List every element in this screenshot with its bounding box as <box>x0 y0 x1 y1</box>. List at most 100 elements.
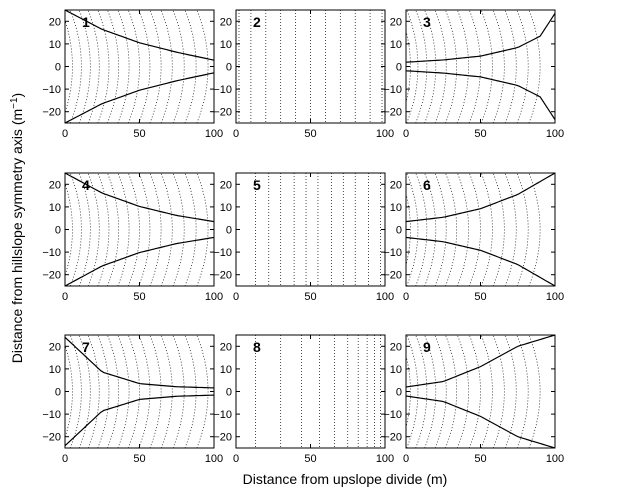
y-tick-label: 10 <box>49 364 61 376</box>
y-tick-label: 10 <box>390 364 402 376</box>
contour-line-5 <box>434 335 447 448</box>
x-tick-label: 50 <box>304 291 316 303</box>
y-axis-label-close: ) <box>9 93 25 98</box>
y-tick-label: 20 <box>390 341 402 353</box>
contour-line-6 <box>107 335 119 448</box>
contour-line-1 <box>65 182 73 277</box>
x-tick-label: 0 <box>62 453 68 465</box>
boundary-upper <box>65 10 214 61</box>
x-tick-label: 0 <box>233 453 239 465</box>
contour-line-12 <box>172 10 185 123</box>
contour-lines <box>238 10 383 123</box>
contour-line-4 <box>87 173 100 286</box>
contour-line-10 <box>492 335 505 448</box>
boundary-upper <box>406 173 555 223</box>
contour-line-9 <box>138 10 151 123</box>
x-tick-label: 0 <box>403 128 409 140</box>
y-tick-label: 10 <box>220 39 232 51</box>
boundary-lower <box>406 395 555 448</box>
contour-line-5 <box>97 173 110 286</box>
contour-line-5 <box>434 10 447 123</box>
contour-line-9 <box>138 173 151 286</box>
y-tick-label: −20 <box>213 107 232 119</box>
contour-lines <box>255 335 385 448</box>
contour-line-3 <box>78 10 91 123</box>
x-tick-label: 100 <box>376 291 394 303</box>
contour-line-7 <box>117 173 130 286</box>
y-axis-label: Distance from hillslope symmetry axis (m… <box>9 93 25 363</box>
y-tick-label: 0 <box>55 387 61 399</box>
y-tick-label: 20 <box>49 179 61 191</box>
contour-line-5 <box>434 173 447 286</box>
contour-line-13 <box>184 335 197 448</box>
contour-line-2 <box>69 10 82 123</box>
contour-line-2 <box>406 10 419 123</box>
panel-label: 9 <box>423 339 431 355</box>
contour-line-2 <box>69 335 82 448</box>
x-tick-label: 100 <box>546 128 564 140</box>
y-tick-label: 0 <box>396 225 402 237</box>
y-tick-label: −20 <box>383 270 402 282</box>
y-tick-label: 0 <box>396 62 402 74</box>
x-tick-label: 50 <box>474 291 486 303</box>
y-tick-label: 10 <box>49 202 61 214</box>
boundary-upper <box>65 173 214 223</box>
contour-line-3 <box>415 173 428 286</box>
contour-line-7 <box>117 335 130 448</box>
contour-line-3 <box>415 335 428 448</box>
contour-line-3 <box>78 335 91 448</box>
contour-line-1 <box>406 354 411 429</box>
contour-line-10 <box>149 335 162 448</box>
contour-line-8 <box>127 173 140 286</box>
contour-line-9 <box>480 173 493 286</box>
x-tick-label: 100 <box>546 453 564 465</box>
contour-line-12 <box>172 335 185 448</box>
y-tick-label: 10 <box>220 202 232 214</box>
contour-line-13 <box>528 335 541 448</box>
boundary-upper <box>406 335 555 388</box>
x-tick-label: 100 <box>376 128 394 140</box>
contour-line-9 <box>480 10 493 123</box>
contour-line-13 <box>184 173 197 286</box>
contour-line-4 <box>87 335 100 448</box>
contour-line-13 <box>184 10 197 123</box>
contour-line-1 <box>65 19 73 114</box>
x-tick-label: 0 <box>62 128 68 140</box>
x-tick-label: 100 <box>546 291 564 303</box>
y-tick-label: −20 <box>383 432 402 444</box>
y-tick-label: 20 <box>220 179 232 191</box>
contour-line-2 <box>406 173 419 286</box>
y-tick-label: −10 <box>213 247 232 259</box>
x-tick-label: 100 <box>205 453 223 465</box>
contour-line-1 <box>65 344 73 439</box>
x-tick-label: 0 <box>233 291 239 303</box>
panel-label: 5 <box>253 177 261 193</box>
contour-lines <box>65 173 209 286</box>
x-tick-label: 100 <box>376 453 394 465</box>
contour-line-3 <box>78 173 91 286</box>
y-tick-label: −10 <box>383 409 402 421</box>
x-tick-label: 50 <box>133 128 145 140</box>
panel-label: 3 <box>423 14 431 30</box>
contour-line-12 <box>172 173 185 286</box>
contour-line-6 <box>445 173 458 286</box>
y-axis-label-main: Distance from hillslope symmetry axis (m <box>9 109 25 363</box>
x-tick-label: 100 <box>205 291 223 303</box>
boundary-lower <box>406 70 555 120</box>
y-tick-label: −20 <box>42 107 61 119</box>
x-axis-label: Distance from upslope divide (m) <box>243 471 448 487</box>
contour-line-10 <box>149 173 162 286</box>
y-tick-label: 0 <box>226 62 232 74</box>
contour-line-8 <box>127 10 140 123</box>
contour-line-3 <box>415 10 428 123</box>
y-tick-label: 0 <box>55 62 61 74</box>
y-tick-label: −20 <box>42 432 61 444</box>
contour-line-4 <box>87 10 100 123</box>
